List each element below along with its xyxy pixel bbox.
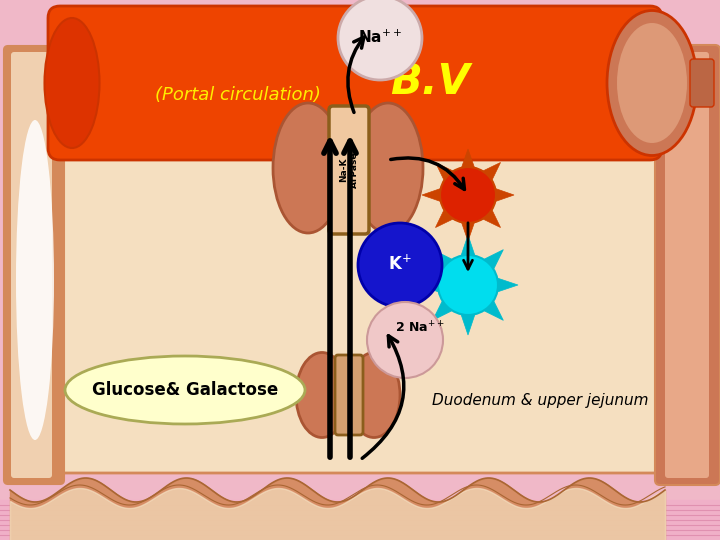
Polygon shape <box>433 301 452 320</box>
Text: Na-K
ATPase: Na-K ATPase <box>339 152 359 188</box>
Polygon shape <box>482 210 500 227</box>
Polygon shape <box>418 278 438 292</box>
Polygon shape <box>484 249 503 269</box>
FancyBboxPatch shape <box>11 52 52 478</box>
Ellipse shape <box>353 103 423 233</box>
Polygon shape <box>462 222 474 241</box>
Ellipse shape <box>607 10 697 156</box>
Text: Na$^{++}$: Na$^{++}$ <box>358 28 402 46</box>
Polygon shape <box>461 314 475 335</box>
Text: Glucose& Galactose: Glucose& Galactose <box>92 381 278 399</box>
Polygon shape <box>436 210 454 227</box>
Ellipse shape <box>45 18 99 148</box>
Circle shape <box>338 0 422 80</box>
FancyBboxPatch shape <box>665 52 709 478</box>
Text: (Portal circulation): (Portal circulation) <box>155 86 321 104</box>
Text: 2 Na$^{++}$: 2 Na$^{++}$ <box>395 320 445 336</box>
Circle shape <box>358 223 442 307</box>
Ellipse shape <box>16 120 54 440</box>
FancyBboxPatch shape <box>655 45 720 485</box>
FancyBboxPatch shape <box>55 107 665 473</box>
Circle shape <box>367 302 443 378</box>
Text: K$^{+}$: K$^{+}$ <box>388 254 412 274</box>
Polygon shape <box>433 249 452 269</box>
Polygon shape <box>484 301 503 320</box>
Polygon shape <box>462 149 474 168</box>
Ellipse shape <box>273 103 343 233</box>
Ellipse shape <box>65 356 305 424</box>
Polygon shape <box>461 235 475 256</box>
FancyBboxPatch shape <box>48 6 662 160</box>
Polygon shape <box>498 278 518 292</box>
Ellipse shape <box>296 353 348 437</box>
Circle shape <box>440 167 496 223</box>
FancyBboxPatch shape <box>4 46 64 484</box>
Ellipse shape <box>617 23 687 143</box>
Polygon shape <box>495 188 514 201</box>
Text: B.V: B.V <box>390 61 470 103</box>
Polygon shape <box>436 163 454 180</box>
FancyBboxPatch shape <box>335 355 363 435</box>
Polygon shape <box>422 188 441 201</box>
Circle shape <box>438 255 498 315</box>
Ellipse shape <box>348 353 400 437</box>
FancyBboxPatch shape <box>329 106 369 234</box>
Text: Duodenum & upper jejunum: Duodenum & upper jejunum <box>432 393 648 408</box>
FancyBboxPatch shape <box>690 59 714 107</box>
Polygon shape <box>482 163 500 180</box>
